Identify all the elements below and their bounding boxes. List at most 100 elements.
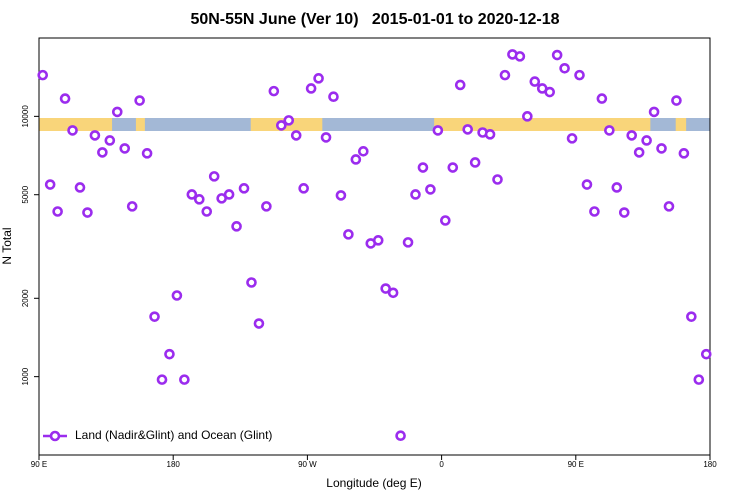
data-point [686, 311, 697, 322]
data-point [328, 91, 339, 102]
data-point [59, 93, 71, 104]
data-point [74, 182, 86, 193]
data-point [387, 287, 399, 299]
data-point [626, 130, 638, 141]
data-point [238, 183, 250, 194]
x-tick-label: 90 E [568, 460, 584, 469]
data-point [700, 348, 712, 360]
data-point [678, 148, 690, 159]
data-point [104, 135, 116, 146]
data-point [290, 130, 302, 141]
data-point [298, 183, 309, 194]
x-tick-label: 180 [167, 460, 181, 469]
data-point [514, 51, 526, 62]
data-point [320, 132, 332, 143]
data-point [663, 201, 675, 212]
data-point [425, 184, 436, 195]
data-point [581, 179, 593, 190]
data-point [37, 69, 49, 81]
y-tick-label: 10000 [21, 105, 30, 128]
data-point [469, 157, 481, 168]
data-point [82, 207, 93, 218]
land-band [39, 118, 113, 131]
data-point [111, 106, 123, 118]
data-point [268, 85, 280, 97]
data-point [522, 111, 533, 122]
data-point [335, 190, 347, 201]
data-point [126, 201, 138, 212]
data-point [484, 129, 496, 140]
data-point [559, 62, 570, 74]
data-point [551, 49, 563, 61]
land-band [434, 118, 651, 131]
data-point [350, 154, 362, 165]
data-point [454, 79, 466, 91]
data-point [44, 179, 56, 190]
data-point [179, 374, 190, 385]
data-point [89, 130, 101, 141]
data-point [186, 189, 198, 200]
data-point [253, 318, 265, 329]
data-point [52, 206, 63, 217]
chart-title: 50N-55N June (Ver 10) 2015-01-01 to 2020… [190, 11, 559, 28]
data-point [589, 206, 600, 217]
data-point [134, 95, 145, 106]
data-point [358, 146, 369, 157]
x-tick-label: 0 [439, 460, 444, 469]
data-point [402, 237, 414, 248]
land-band [135, 118, 145, 131]
legend-label: Land (Nadir&Glint) and Ocean (Glint) [75, 428, 272, 442]
data-point [372, 235, 384, 246]
data-point [119, 143, 131, 154]
data-point [201, 206, 213, 217]
data-point [380, 283, 391, 294]
data-point [313, 73, 324, 84]
data-point [283, 115, 295, 126]
data-point [164, 348, 175, 360]
data-point [432, 125, 444, 136]
data-point [395, 430, 406, 442]
data-point [574, 69, 585, 81]
data-point [566, 133, 578, 144]
data-point [193, 194, 205, 205]
y-tick-label: 1000 [21, 367, 30, 385]
data-point [462, 124, 473, 135]
data-point [171, 290, 183, 301]
data-point [447, 162, 459, 173]
x-axis-label: Longitude (deg E) [326, 476, 421, 490]
data-point [67, 125, 78, 136]
plot-frame [38, 37, 711, 456]
data-point [156, 374, 168, 385]
data-point [633, 147, 645, 158]
data-point [417, 162, 429, 173]
data-point [410, 189, 421, 200]
data-point [305, 83, 317, 94]
y-tick-label: 2000 [21, 289, 30, 307]
data-point [97, 147, 108, 158]
data-point [246, 277, 257, 288]
x-tick-label: 180 [703, 460, 717, 469]
data-point [261, 201, 272, 212]
data-point [529, 76, 541, 87]
data-point [648, 106, 660, 118]
data-point [544, 86, 556, 98]
data-point [611, 182, 623, 193]
data-point [343, 229, 354, 240]
legend-marker [49, 430, 61, 442]
data-point [492, 174, 503, 185]
data-point [440, 215, 451, 226]
data-point [641, 135, 652, 146]
y-axis-label: N Total [0, 227, 14, 264]
data-point [671, 95, 682, 106]
data-point [141, 148, 153, 159]
data-point [618, 207, 630, 218]
data-point [604, 125, 615, 136]
data-point [231, 221, 242, 232]
x-tick-label: 90 W [298, 460, 317, 469]
data-point [656, 143, 667, 154]
data-point [149, 311, 160, 322]
data-point [223, 189, 235, 200]
data-point [276, 120, 287, 131]
